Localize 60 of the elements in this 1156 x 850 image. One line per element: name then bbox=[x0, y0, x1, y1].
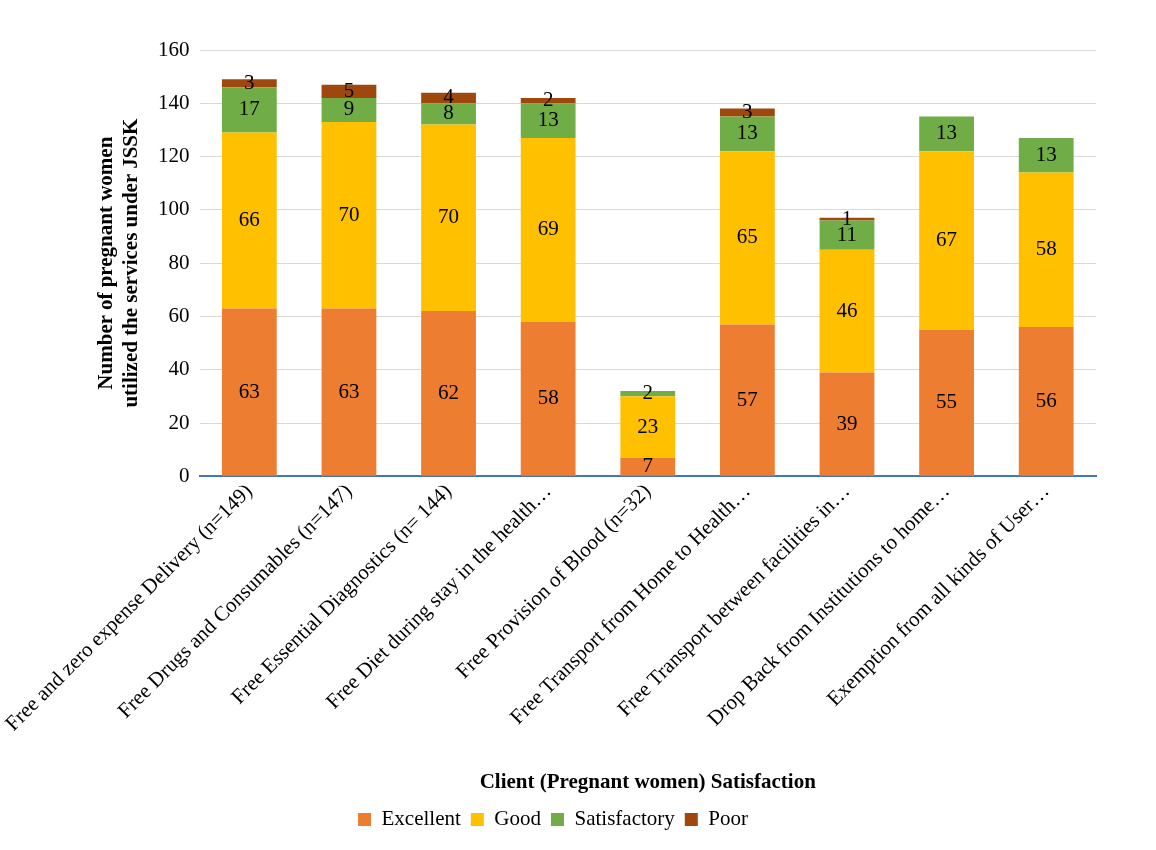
bar bbox=[719, 116, 775, 152]
y-tick-label: 20 bbox=[168, 409, 190, 434]
bar bbox=[321, 97, 377, 122]
data-label: 63 bbox=[238, 378, 260, 403]
y-tick-label: 60 bbox=[168, 302, 190, 327]
data-label: 7 bbox=[642, 453, 654, 478]
data-label: 63 bbox=[338, 378, 360, 403]
bar bbox=[221, 132, 277, 309]
data-label: 23 bbox=[637, 413, 659, 438]
bar bbox=[919, 151, 974, 330]
y-tick-label: 100 bbox=[158, 196, 190, 221]
x-axis-title: Client (Pregnant women) Satisfaction bbox=[479, 768, 817, 793]
data-label: 39 bbox=[836, 410, 858, 435]
data-label: 67 bbox=[936, 227, 958, 252]
bar bbox=[1018, 137, 1074, 173]
data-label: 55 bbox=[936, 389, 958, 414]
bar bbox=[221, 308, 277, 476]
y-tick-label: 140 bbox=[158, 89, 190, 114]
bar bbox=[819, 372, 875, 476]
data-label: 57 bbox=[736, 386, 758, 411]
y-tick-label: 0 bbox=[179, 462, 190, 487]
data-label: 58 bbox=[537, 385, 559, 410]
bar bbox=[421, 311, 476, 476]
bar bbox=[819, 249, 875, 373]
bar bbox=[1018, 172, 1074, 328]
bar bbox=[321, 121, 377, 309]
data-label: 70 bbox=[338, 201, 360, 226]
data-label: 66 bbox=[238, 207, 260, 232]
bar bbox=[221, 87, 277, 133]
bar bbox=[520, 137, 576, 322]
bar bbox=[719, 151, 775, 325]
bar bbox=[719, 324, 775, 476]
bar bbox=[919, 329, 974, 476]
bar bbox=[1018, 327, 1074, 476]
data-label: 46 bbox=[836, 297, 858, 322]
data-label: 13 bbox=[736, 120, 758, 145]
legend-label: Good bbox=[494, 806, 542, 831]
y-axis-title: Number of pregnant women utilized the services under JSSK bbox=[92, 118, 142, 408]
data-label: 13 bbox=[1035, 141, 1057, 166]
y-tick-label: 40 bbox=[168, 356, 190, 381]
bar bbox=[421, 124, 476, 312]
legend-label: Excellent bbox=[381, 806, 461, 831]
data-label: 58 bbox=[1035, 236, 1057, 261]
data-label: 65 bbox=[736, 224, 758, 249]
bar bbox=[321, 308, 377, 476]
bar bbox=[421, 103, 476, 125]
data-label: 56 bbox=[1035, 387, 1057, 412]
y-tick-label: 80 bbox=[168, 249, 190, 274]
bar bbox=[919, 116, 974, 152]
data-label: 62 bbox=[438, 379, 460, 404]
data-label: 70 bbox=[438, 204, 460, 229]
y-tick-label: 160 bbox=[158, 36, 190, 61]
legend-label: Satisfactory bbox=[574, 806, 676, 831]
bar bbox=[520, 321, 576, 476]
legend-label: Poor bbox=[708, 806, 748, 831]
data-label: 17 bbox=[238, 96, 260, 121]
data-label: 69 bbox=[537, 216, 559, 241]
data-label: 13 bbox=[936, 120, 958, 145]
y-tick-label: 120 bbox=[158, 143, 190, 168]
bar bbox=[620, 457, 676, 476]
